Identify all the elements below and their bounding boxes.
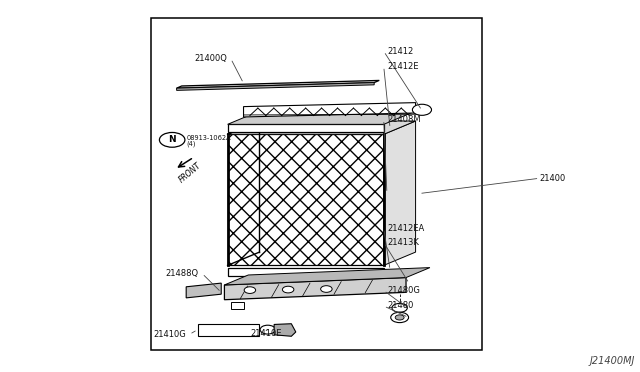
Text: (4): (4) (187, 140, 196, 147)
Text: N: N (168, 135, 176, 144)
Text: 08913-1062A: 08913-1062A (187, 135, 232, 141)
Text: 21412: 21412 (387, 47, 413, 56)
Circle shape (391, 312, 408, 323)
Polygon shape (228, 124, 384, 132)
Polygon shape (274, 324, 296, 336)
Bar (231, 302, 244, 309)
Text: 21408M: 21408M (387, 115, 420, 124)
Polygon shape (228, 111, 415, 124)
Text: 21410E: 21410E (250, 329, 282, 338)
Polygon shape (228, 267, 384, 276)
Polygon shape (244, 103, 415, 117)
Polygon shape (228, 121, 415, 134)
Polygon shape (384, 121, 415, 265)
Text: 21400: 21400 (540, 174, 566, 183)
Text: 21412EA: 21412EA (387, 224, 424, 232)
Circle shape (321, 286, 332, 292)
Polygon shape (228, 134, 384, 265)
Polygon shape (177, 80, 380, 88)
Text: 21400Q: 21400Q (195, 54, 228, 63)
Circle shape (392, 304, 407, 312)
Text: 21488Q: 21488Q (166, 269, 199, 278)
Text: 21480G: 21480G (387, 286, 420, 295)
Text: 21410G: 21410G (154, 330, 186, 339)
Bar (151, 18, 483, 350)
Text: 21413K: 21413K (387, 238, 419, 247)
Circle shape (395, 315, 404, 320)
Circle shape (412, 104, 431, 115)
Polygon shape (225, 267, 430, 285)
Text: J21400MJ: J21400MJ (590, 356, 636, 366)
Text: FRONT: FRONT (177, 161, 203, 184)
Circle shape (159, 132, 185, 147)
Polygon shape (225, 278, 406, 300)
Bar (198, 324, 259, 336)
Text: 21412E: 21412E (387, 62, 419, 71)
Polygon shape (186, 283, 221, 298)
Circle shape (244, 287, 255, 294)
Circle shape (260, 325, 275, 334)
Polygon shape (177, 83, 374, 90)
Text: 21480: 21480 (387, 301, 413, 311)
Circle shape (282, 286, 294, 293)
